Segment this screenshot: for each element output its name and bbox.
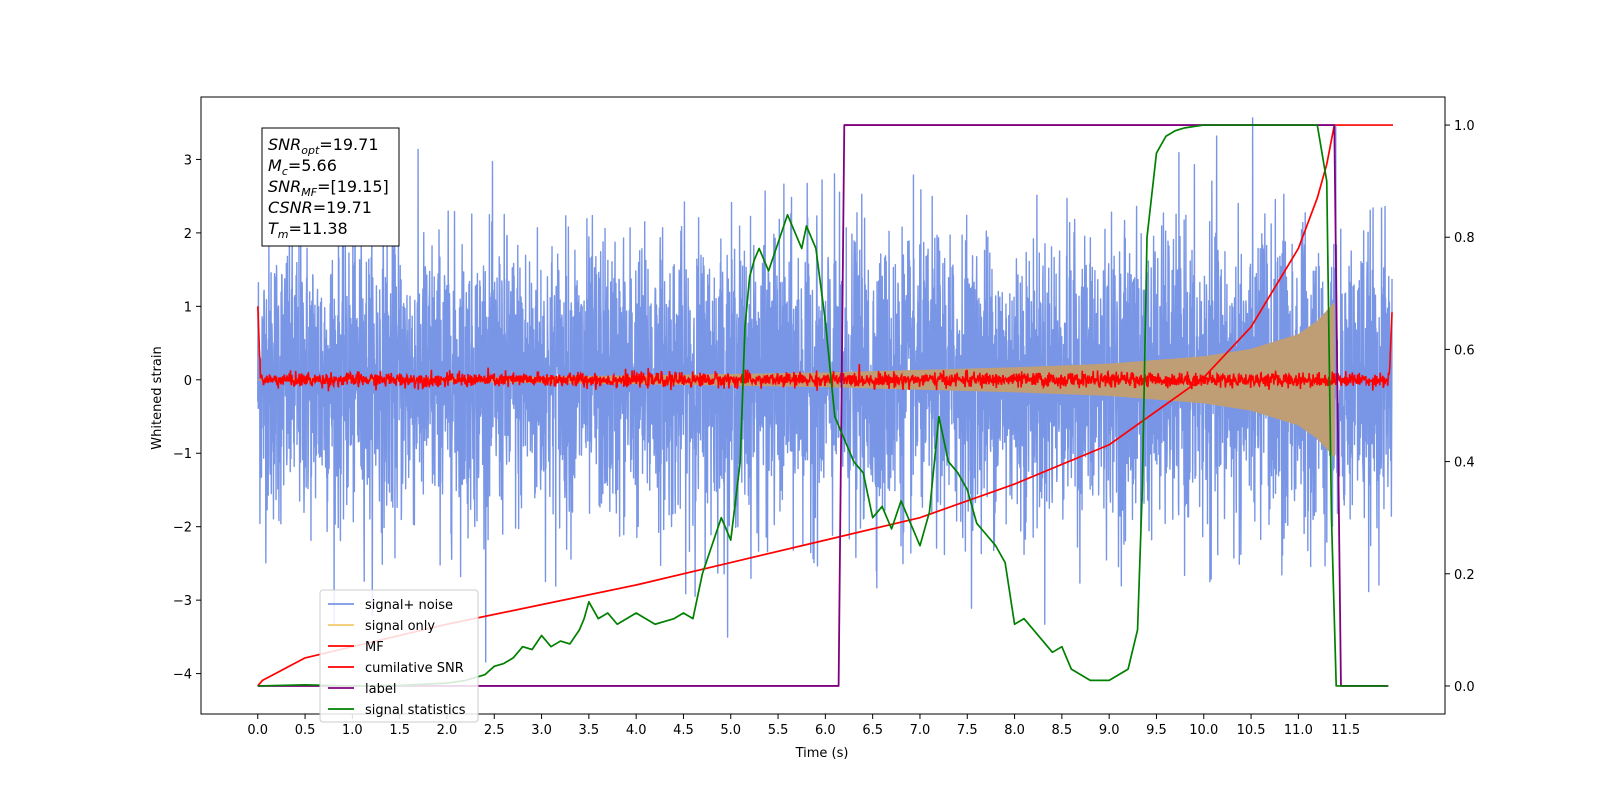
x-tick-label: 9.5 <box>1146 723 1167 738</box>
x-tick-label: 4.0 <box>626 723 647 738</box>
legend-label: label <box>365 682 396 697</box>
legend-label: signal+ noise <box>365 598 453 613</box>
x-tick-label: 10.0 <box>1189 723 1218 738</box>
x-tick-label: 8.5 <box>1052 723 1073 738</box>
x-tick-label: 3.5 <box>579 723 600 738</box>
x-tick-label: 2.0 <box>437 723 458 738</box>
x-axis: 0.0 0.5 1.0 1.5 2.0 2.5 3.0 3.5 4.0 4.5 5.0 5.5 6.0 6… <box>247 714 1360 738</box>
y-axis-left: 3 2 1 0 −1 −2 −3 −4 <box>173 153 201 683</box>
annotation-line: SNRopt=19.71 <box>268 135 379 157</box>
y2-tick-label: 0.8 <box>1454 231 1475 246</box>
y2-tick-label: 1.0 <box>1454 119 1475 134</box>
x-tick-label: 10.5 <box>1237 723 1266 738</box>
annotation-value: =19.71 <box>313 198 372 217</box>
annotation-subscript: opt <box>301 144 320 157</box>
x-tick-label: 9.0 <box>1099 723 1120 738</box>
plot-border <box>200 96 1446 715</box>
x-tick-label: 6.0 <box>815 723 836 738</box>
series-line-signal-statistics <box>257 124 1389 687</box>
legend-frame <box>319 589 479 723</box>
y-tick-label: 2 <box>184 227 192 242</box>
annotation-line: CSNR=19.71 <box>268 198 372 217</box>
x-tick-label: 3.0 <box>531 723 552 738</box>
legend-label: signal statistics <box>365 703 466 718</box>
x-axis-label: Time (s) <box>795 746 849 761</box>
y-axis-label: Whitened strain <box>150 346 165 449</box>
x-tick-label: 4.5 <box>673 723 694 738</box>
annotation-symbol: SNR <box>268 177 301 196</box>
y-tick-label: 3 <box>184 153 192 168</box>
legend: signal+ noise signal only MF cumilative SNR… <box>319 589 479 723</box>
annotation-subscript: MF <box>301 186 317 199</box>
x-tick-label: 5.5 <box>768 723 789 738</box>
x-tick-label: 5.0 <box>720 723 741 738</box>
x-tick-label: 1.5 <box>389 723 410 738</box>
x-tick-label: 8.0 <box>1004 723 1025 738</box>
annotation-value: =11.38 <box>289 219 348 238</box>
y-axis-right: 1.0 0.8 0.6 0.4 0.2 0.0 <box>1445 119 1475 695</box>
legend-label: signal only <box>365 619 435 634</box>
y2-tick-label: 0.6 <box>1454 343 1475 358</box>
y2-tick-label: 0.2 <box>1454 568 1475 583</box>
annotation-subscript: m <box>278 228 289 241</box>
annotation-line: SNRMF=[19.15] <box>268 177 389 199</box>
annotation-symbol: SNR <box>268 135 301 154</box>
x-tick-label: 2.5 <box>484 723 505 738</box>
y2-tick-label: 0.0 <box>1454 680 1475 695</box>
y-tick-label: −1 <box>173 447 192 462</box>
annotation-frame <box>261 127 400 247</box>
annotation-subscript: c <box>282 165 288 178</box>
annotation-symbol: CSNR <box>268 198 313 217</box>
y2-tick-label: 0.4 <box>1454 456 1475 471</box>
y-tick-label: −3 <box>173 594 192 609</box>
x-tick-label: 6.5 <box>862 723 883 738</box>
legend-label: MF <box>365 640 384 655</box>
x-tick-label: 11.0 <box>1284 723 1313 738</box>
annotation-value: =5.66 <box>288 156 337 175</box>
y-tick-label: 1 <box>184 300 192 315</box>
x-tick-label: 11.5 <box>1331 723 1360 738</box>
annotation-symbol: T <box>268 219 279 238</box>
x-tick-label: 0.0 <box>247 723 268 738</box>
y-tick-label: 0 <box>184 374 192 389</box>
annotation-value: =19.71 <box>319 135 378 154</box>
x-tick-label: 7.5 <box>957 723 978 738</box>
x-tick-label: 7.0 <box>910 723 931 738</box>
stats-annotation-box: SNRopt=19.71Mc=5.66SNRMF=[19.15]CSNR=19.… <box>261 127 400 247</box>
x-tick-label: 0.5 <box>295 723 316 738</box>
annotation-symbol: M <box>268 156 282 175</box>
y-tick-label: −4 <box>173 668 192 683</box>
x-tick-label: 1.0 <box>342 723 363 738</box>
annotation-line: Tm=11.38 <box>268 219 348 241</box>
axes-frame <box>200 96 1446 715</box>
y-tick-label: −2 <box>173 521 192 536</box>
legend-label: cumilative SNR <box>365 661 464 676</box>
annotation-line: Mc=5.66 <box>268 156 337 178</box>
annotation-value: =[19.15] <box>317 177 389 196</box>
